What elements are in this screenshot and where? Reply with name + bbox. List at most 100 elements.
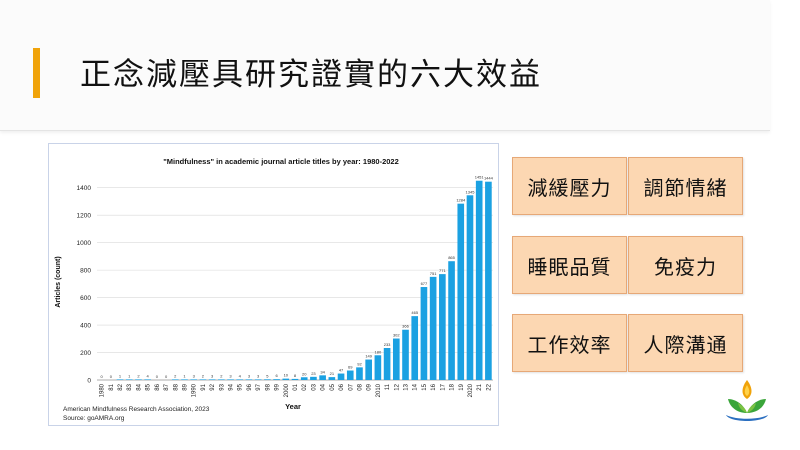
bar [273, 379, 280, 380]
x-tick-label: 12 [394, 383, 400, 390]
x-tick-label: 2020 [468, 383, 474, 397]
bar [374, 355, 382, 380]
chart-svg: "Mindfulness" in academic journal articl… [55, 157, 494, 422]
x-tick-label: 05 [330, 383, 336, 390]
bar [365, 359, 372, 380]
bar [254, 379, 262, 380]
y-tick-label: 1400 [77, 185, 92, 192]
y-tick-label: 800 [80, 268, 91, 275]
bar [199, 379, 207, 380]
x-tick-label: 2000 [284, 383, 290, 397]
bar-value-label: 5 [266, 373, 269, 378]
benefit-emotion-regulation: 調節情緒 [628, 157, 743, 215]
bar [208, 379, 216, 380]
title-accent-bar [33, 48, 40, 98]
source-line-2: Source: goAMRA.org [63, 415, 125, 422]
x-tick-label: 94 [229, 383, 235, 390]
bar [144, 379, 151, 380]
x-tick-label: 19 [459, 383, 465, 390]
x-tick-label: 11 [385, 383, 391, 390]
x-tick-label: 17 [440, 383, 446, 390]
bar [218, 379, 225, 380]
chart-title: "Mindfulness" in academic journal articl… [163, 157, 399, 166]
bar [245, 379, 253, 380]
bar-value-label: 20 [302, 371, 307, 376]
bar [125, 379, 133, 380]
bar-value-label: 1444 [484, 176, 494, 181]
bar-value-label: 0 [165, 374, 168, 379]
x-tick-label: 95 [238, 383, 244, 390]
bar-value-label: 10 [284, 373, 289, 378]
benefit-interpersonal-communication: 人際溝通 [628, 314, 743, 372]
x-tick-label: 21 [477, 383, 483, 390]
bar-value-label: 3 [193, 373, 196, 378]
bar-value-label: 1345 [466, 189, 476, 194]
x-tick-label: 08 [357, 383, 363, 390]
bar [485, 181, 492, 380]
bar-value-label: 92 [357, 361, 362, 366]
bar-value-label: 149 [365, 354, 372, 359]
bar [448, 261, 455, 380]
x-tick-label: 1980 [100, 383, 106, 397]
x-tick-label: 22 [486, 383, 492, 390]
bar [356, 367, 363, 380]
bar [328, 377, 336, 380]
x-tick-label: 84 [136, 383, 142, 390]
bar-value-label: 0 [156, 374, 159, 379]
bar-value-label: 2 [202, 373, 205, 378]
x-tick-label: 13 [404, 383, 410, 390]
x-tick-label: 1990 [192, 383, 198, 397]
x-tick-label: 14 [413, 383, 419, 390]
bar [439, 274, 446, 380]
bar-value-label: 2 [137, 373, 140, 378]
bar [227, 379, 234, 380]
title-band [0, 0, 770, 131]
x-tick-label: 96 [247, 383, 253, 390]
x-tick-label: 85 [146, 383, 152, 390]
bar [466, 195, 474, 380]
lotus-flame-logo [726, 380, 768, 421]
x-tick-label: 16 [431, 383, 437, 390]
bar-value-label: 0 [100, 374, 103, 379]
bar-value-label: 465 [411, 310, 418, 315]
x-tick-label: 15 [422, 383, 428, 390]
bar [190, 379, 198, 380]
y-tick-label: 200 [80, 350, 91, 357]
benefit-sleep-quality: 睡眠品質 [512, 236, 627, 294]
bar-value-label: 3 [211, 373, 214, 378]
bar-value-label: 771 [439, 268, 446, 273]
bar-value-label: 0 [110, 374, 113, 379]
bar [402, 329, 409, 380]
y-tick-label: 600 [80, 295, 91, 302]
x-tick-label: 01 [293, 383, 299, 390]
bar-value-label: 1284 [456, 198, 466, 203]
bar-value-label: 8 [294, 373, 297, 378]
y-tick-label: 1000 [77, 240, 92, 247]
x-tick-label: 97 [256, 383, 262, 390]
bar-value-label: 1 [119, 373, 122, 378]
bar [319, 375, 326, 380]
bar-value-label: 3 [257, 373, 260, 378]
bar-value-label: 233 [384, 342, 391, 347]
bar [429, 276, 437, 380]
x-tick-label: 89 [182, 383, 188, 390]
x-tick-label: 04 [321, 383, 327, 390]
y-tick-label: 0 [87, 378, 91, 385]
bar [337, 373, 345, 380]
x-tick-label: 92 [210, 383, 216, 390]
slide-title: 正念減壓具研究證實的六大效益 [80, 57, 542, 93]
bar-value-label: 751 [430, 271, 437, 276]
bar [420, 287, 428, 380]
benefit-work-efficiency: 工作效率 [512, 314, 627, 372]
x-axis-label: Year [285, 402, 301, 411]
x-tick-label: 02 [302, 383, 308, 390]
mindfulness-chart: "Mindfulness" in academic journal articl… [48, 143, 499, 426]
bar [457, 203, 465, 380]
bar [383, 348, 391, 380]
bar [171, 379, 179, 380]
x-tick-label: 93 [219, 383, 225, 390]
bar [116, 379, 124, 380]
x-tick-label: 88 [173, 383, 179, 390]
x-tick-label: 87 [164, 383, 170, 390]
bar-value-label: 677 [421, 281, 428, 286]
